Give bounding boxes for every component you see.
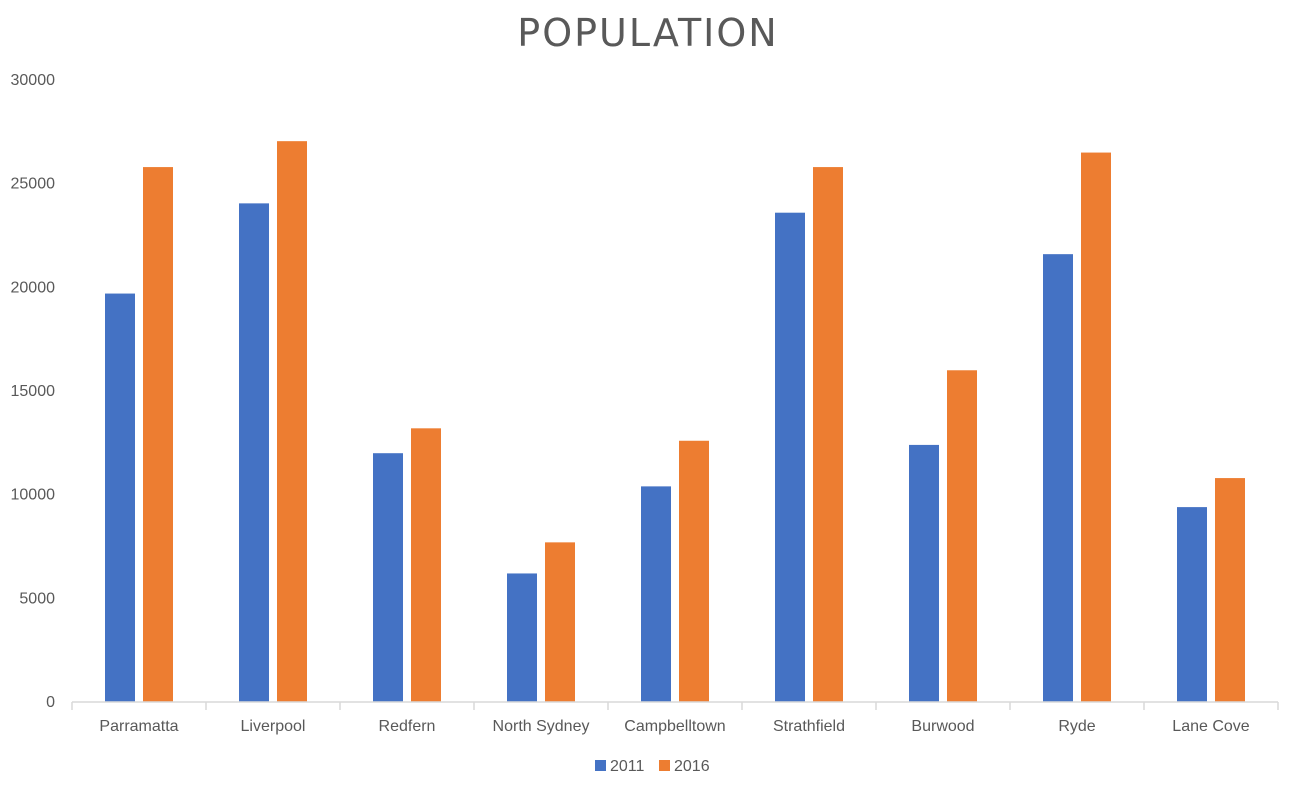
- x-tick-label: Lane Cove: [1172, 718, 1249, 735]
- legend-label-2016: 2016: [674, 758, 710, 775]
- legend-swatch-2011: [595, 760, 606, 771]
- bar-2016-burwood: [947, 370, 977, 702]
- y-tick-label: 15000: [11, 383, 56, 400]
- bar-2016-ryde: [1081, 152, 1111, 703]
- legend: 2011 2016: [595, 758, 710, 775]
- bars: [105, 141, 1245, 703]
- y-axis-ticks: 0 5000 10000 15000 20000 25000 30000: [11, 72, 56, 711]
- x-tick-label: North Sydney: [493, 718, 590, 735]
- x-tick-label: Ryde: [1058, 718, 1095, 735]
- bar-2011-strathfield: [775, 212, 805, 702]
- y-tick-label: 5000: [19, 590, 55, 607]
- y-tick-label: 30000: [11, 72, 56, 89]
- bar-2016-strathfield: [813, 167, 843, 702]
- bar-2016-lane-cove: [1215, 478, 1245, 702]
- bar-2016-redfern: [411, 428, 441, 702]
- bar-2016-campbelltown: [679, 440, 709, 702]
- bar-2011-north-sydney: [507, 573, 537, 702]
- bar-2011-parramatta: [105, 293, 135, 702]
- bar-2016-north-sydney: [545, 542, 575, 702]
- bar-2011-campbelltown: [641, 486, 671, 702]
- y-tick-label: 0: [46, 694, 55, 711]
- x-tick-label: Redfern: [379, 718, 436, 735]
- x-tick-label: Liverpool: [241, 718, 306, 735]
- bar-2016-parramatta: [143, 167, 173, 702]
- bar-2011-lane-cove: [1177, 507, 1207, 702]
- bar-2016-liverpool: [277, 141, 307, 702]
- y-tick-label: 20000: [11, 279, 56, 296]
- bar-2011-burwood: [909, 444, 939, 702]
- x-tick-label: Parramatta: [99, 718, 178, 735]
- y-tick-label: 10000: [11, 487, 56, 504]
- x-axis: Parramatta Liverpool Redfern North Sydney Ca…: [71, 701, 1279, 735]
- chart-title: POPULATION: [517, 11, 778, 55]
- legend-swatch-2016: [659, 760, 670, 771]
- x-tick-label: Campbelltown: [624, 718, 725, 735]
- x-tick-label: Strathfield: [773, 718, 845, 735]
- y-tick-label: 25000: [11, 176, 56, 193]
- bar-2011-ryde: [1043, 254, 1073, 702]
- legend-label-2011: 2011: [610, 758, 645, 775]
- bar-2011-liverpool: [239, 203, 269, 702]
- x-tick-label: Burwood: [911, 718, 974, 735]
- bar-2011-redfern: [373, 453, 403, 702]
